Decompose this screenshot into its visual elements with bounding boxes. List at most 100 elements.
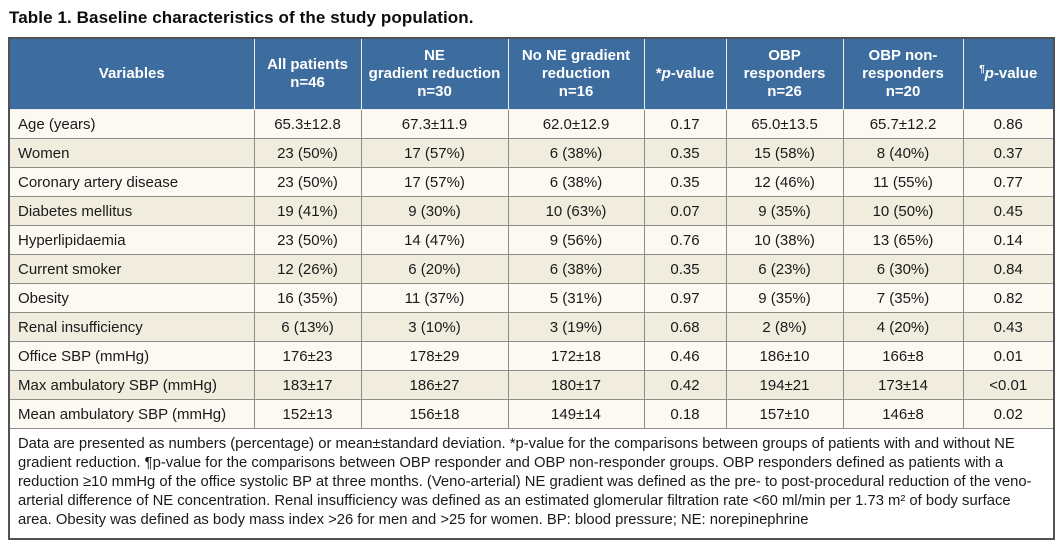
p-value-suffix: -value bbox=[993, 64, 1038, 82]
cell-p-value-star: 0.35 bbox=[643, 167, 727, 197]
cell-all-patients: 6 (13%) bbox=[253, 312, 362, 342]
table-header: Variables All patients n=46 NE gradient … bbox=[8, 37, 1055, 110]
cell-all-patients: 19 (41%) bbox=[253, 196, 362, 226]
cell-p-value-pilcrow: 0.86 bbox=[962, 109, 1055, 139]
cell-all-patients: 65.3±12.8 bbox=[253, 109, 362, 139]
cell-p-value-star: 0.35 bbox=[643, 254, 727, 284]
table-row: Coronary artery disease 23 (50%) 17 (57%… bbox=[8, 167, 1055, 197]
cell-obp-responders: 2 (8%) bbox=[725, 312, 844, 342]
cell-all-patients: 16 (35%) bbox=[253, 283, 362, 313]
cell-no-ne-gradient-reduction: 6 (38%) bbox=[507, 254, 645, 284]
cell-p-value-pilcrow: 0.45 bbox=[962, 196, 1055, 226]
table-row: Diabetes mellitus 19 (41%) 9 (30%) 10 (6… bbox=[8, 196, 1055, 226]
p-value-suffix: -value bbox=[670, 64, 715, 82]
cell-obp-responders: 6 (23%) bbox=[725, 254, 844, 284]
table-row: Mean ambulatory SBP (mmHg) 152±13 156±18… bbox=[8, 399, 1055, 429]
cell-p-value-star: 0.35 bbox=[643, 138, 727, 168]
cell-obp-non-responders: 6 (30%) bbox=[842, 254, 964, 284]
column-header-obp-responders: OBP responders n=26 bbox=[725, 37, 844, 110]
row-variable-label: Hyperlipidaemia bbox=[8, 225, 255, 255]
header-row: Variables All patients n=46 NE gradient … bbox=[8, 37, 1055, 110]
column-header-all-patients: All patients n=46 bbox=[253, 37, 362, 110]
table-footnote: Data are presented as numbers (percentag… bbox=[8, 427, 1055, 540]
baseline-characteristics-table: Variables All patients n=46 NE gradient … bbox=[8, 37, 1055, 540]
cell-all-patients: 176±23 bbox=[253, 341, 362, 371]
table-body: Age (years) 65.3±12.8 67.3±11.9 62.0±12.… bbox=[8, 109, 1055, 429]
cell-p-value-pilcrow: 0.43 bbox=[962, 312, 1055, 342]
cell-obp-responders: 12 (46%) bbox=[725, 167, 844, 197]
cell-p-value-pilcrow: 0.01 bbox=[962, 341, 1055, 371]
cell-p-value-pilcrow: 0.02 bbox=[962, 399, 1055, 429]
cell-no-ne-gradient-reduction: 5 (31%) bbox=[507, 283, 645, 313]
cell-obp-responders: 10 (38%) bbox=[725, 225, 844, 255]
column-header-obp-non-responders: OBP non- responders n=20 bbox=[842, 37, 964, 110]
row-variable-label: Age (years) bbox=[8, 109, 255, 139]
cell-obp-non-responders: 13 (65%) bbox=[842, 225, 964, 255]
cell-obp-non-responders: 173±14 bbox=[842, 370, 964, 400]
cell-obp-responders: 186±10 bbox=[725, 341, 844, 371]
cell-obp-responders: 157±10 bbox=[725, 399, 844, 429]
cell-p-value-star: 0.76 bbox=[643, 225, 727, 255]
cell-ne-gradient-reduction: 9 (30%) bbox=[360, 196, 509, 226]
cell-no-ne-gradient-reduction: 149±14 bbox=[507, 399, 645, 429]
table-row: Current smoker 12 (26%) 6 (20%) 6 (38%) … bbox=[8, 254, 1055, 284]
row-variable-label: Current smoker bbox=[8, 254, 255, 284]
cell-p-value-pilcrow: 0.77 bbox=[962, 167, 1055, 197]
cell-ne-gradient-reduction: 6 (20%) bbox=[360, 254, 509, 284]
cell-p-value-star: 0.46 bbox=[643, 341, 727, 371]
cell-obp-non-responders: 10 (50%) bbox=[842, 196, 964, 226]
cell-p-value-star: 0.97 bbox=[643, 283, 727, 313]
cell-obp-non-responders: 166±8 bbox=[842, 341, 964, 371]
cell-ne-gradient-reduction: 178±29 bbox=[360, 341, 509, 371]
footnote-row: Data are presented as numbers (percentag… bbox=[8, 427, 1055, 540]
cell-no-ne-gradient-reduction: 9 (56%) bbox=[507, 225, 645, 255]
cell-ne-gradient-reduction: 11 (37%) bbox=[360, 283, 509, 313]
row-variable-label: Mean ambulatory SBP (mmHg) bbox=[8, 399, 255, 429]
cell-obp-non-responders: 65.7±12.2 bbox=[842, 109, 964, 139]
cell-no-ne-gradient-reduction: 3 (19%) bbox=[507, 312, 645, 342]
cell-obp-responders: 65.0±13.5 bbox=[725, 109, 844, 139]
cell-ne-gradient-reduction: 17 (57%) bbox=[360, 167, 509, 197]
table-row: Women 23 (50%) 17 (57%) 6 (38%) 0.35 15 … bbox=[8, 138, 1055, 168]
cell-p-value-star: 0.18 bbox=[643, 399, 727, 429]
row-variable-label: Diabetes mellitus bbox=[8, 196, 255, 226]
cell-no-ne-gradient-reduction: 6 (38%) bbox=[507, 138, 645, 168]
cell-obp-responders: 194±21 bbox=[725, 370, 844, 400]
row-variable-label: Women bbox=[8, 138, 255, 168]
cell-p-value-pilcrow: 0.37 bbox=[962, 138, 1055, 168]
table-row: Office SBP (mmHg) 176±23 178±29 172±18 0… bbox=[8, 341, 1055, 371]
cell-p-value-star: 0.07 bbox=[643, 196, 727, 226]
cell-all-patients: 12 (26%) bbox=[253, 254, 362, 284]
cell-p-value-pilcrow: <0.01 bbox=[962, 370, 1055, 400]
cell-no-ne-gradient-reduction: 180±17 bbox=[507, 370, 645, 400]
cell-ne-gradient-reduction: 67.3±11.9 bbox=[360, 109, 509, 139]
column-header-variables: Variables bbox=[8, 37, 255, 110]
cell-ne-gradient-reduction: 17 (57%) bbox=[360, 138, 509, 168]
cell-all-patients: 183±17 bbox=[253, 370, 362, 400]
cell-obp-responders: 9 (35%) bbox=[725, 283, 844, 313]
cell-ne-gradient-reduction: 3 (10%) bbox=[360, 312, 509, 342]
cell-p-value-star: 0.68 bbox=[643, 312, 727, 342]
cell-p-value-star: 0.42 bbox=[643, 370, 727, 400]
cell-obp-non-responders: 7 (35%) bbox=[842, 283, 964, 313]
cell-all-patients: 23 (50%) bbox=[253, 225, 362, 255]
table-footer: Data are presented as numbers (percentag… bbox=[8, 427, 1055, 540]
p-italic: p bbox=[984, 64, 994, 82]
table-row: Hyperlipidaemia 23 (50%) 14 (47%) 9 (56%… bbox=[8, 225, 1055, 255]
cell-no-ne-gradient-reduction: 10 (63%) bbox=[507, 196, 645, 226]
table-title: Table 1. Baseline characteristics of the… bbox=[9, 8, 474, 27]
cell-obp-responders: 9 (35%) bbox=[725, 196, 844, 226]
cell-no-ne-gradient-reduction: 172±18 bbox=[507, 341, 645, 371]
table-row: Max ambulatory SBP (mmHg) 183±17 186±27 … bbox=[8, 370, 1055, 400]
cell-p-value-pilcrow: 0.14 bbox=[962, 225, 1055, 255]
column-header-p-value-pilcrow: ¶p-value bbox=[962, 37, 1055, 110]
cell-p-value-pilcrow: 0.84 bbox=[962, 254, 1055, 284]
cell-obp-non-responders: 11 (55%) bbox=[842, 167, 964, 197]
cell-ne-gradient-reduction: 14 (47%) bbox=[360, 225, 509, 255]
row-variable-label: Max ambulatory SBP (mmHg) bbox=[8, 370, 255, 400]
cell-obp-non-responders: 8 (40%) bbox=[842, 138, 964, 168]
pilcrow-marker: ¶ bbox=[979, 63, 985, 75]
cell-ne-gradient-reduction: 156±18 bbox=[360, 399, 509, 429]
cell-p-value-pilcrow: 0.82 bbox=[962, 283, 1055, 313]
